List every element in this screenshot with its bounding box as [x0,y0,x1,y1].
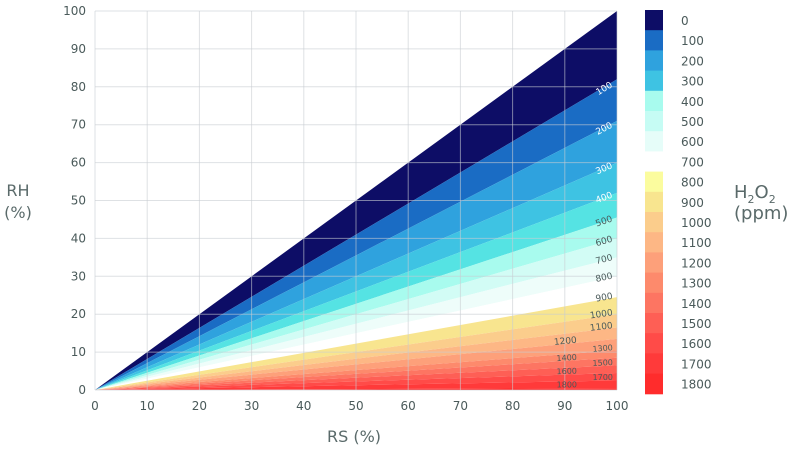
y-tick-label: 0 [78,383,86,397]
x-tick-label: 30 [244,399,259,413]
contour-band [95,162,617,390]
colorbar-swatch [645,50,663,72]
y-tick-label: 30 [71,269,86,283]
colorbar-level-label: 900 [681,196,704,210]
colorbar-level-label: 1000 [681,216,712,230]
colorbar-title: H2O2 [734,182,776,206]
y-axis-label-line2: (%) [4,203,32,222]
contour-label: 1700 [593,373,614,382]
x-tick-label: 20 [192,399,207,413]
contour-label: 1100 [589,321,613,334]
contour-label: 1200 [554,336,578,348]
y-tick-label: 40 [71,231,86,245]
contour-label: 700 [595,253,614,267]
colorbar-level-label: 1700 [681,357,712,371]
colorbar-level-label: 400 [681,95,704,109]
contour-label: 900 [595,292,614,305]
x-tick-label: 0 [91,399,99,413]
x-tick-label: 40 [296,399,311,413]
colorbar-title-sub2: 2 [769,193,776,206]
colorbar-swatch [645,212,663,233]
contour-label: 1400 [556,353,577,363]
colorbar-swatch [645,191,663,213]
colorbar-swatch [645,111,663,132]
colorbar-level-label: 1800 [681,378,712,392]
colorbar-swatch [645,171,663,193]
colorbar-level-label: 100 [681,34,704,48]
x-tick-label: 50 [348,399,363,413]
colorbar-level-label: 800 [681,176,704,190]
contour-label: 1600 [556,367,577,377]
colorbar-swatch [645,313,663,334]
colorbar-swatch [645,10,663,31]
colorbar-level-label: 700 [681,155,704,169]
colorbar-level-label: 1500 [681,317,712,331]
y-tick-label: 80 [71,80,86,94]
colorbar-swatch [645,333,663,354]
contour-label: 1300 [592,343,613,354]
x-axis-ticks: 0 10 20 30 40 50 60 70 80 90 100 [91,399,628,413]
colorbar-swatch [645,131,663,152]
contour-label: 1800 [557,380,577,389]
y-axis-label-line1: RH [6,181,29,200]
colorbar-title-sub1: 2 [748,193,755,206]
contour-band [95,192,617,390]
colorbar-level-label: 1400 [681,297,712,311]
x-tick-label: 70 [453,399,468,413]
colorbar-swatch [645,272,663,294]
colorbar-level-label: 200 [681,54,704,68]
y-tick-label: 10 [71,345,86,359]
contour-label: 800 [595,271,614,284]
colorbar-swatch [645,292,663,314]
y-tick-label: 20 [71,307,86,321]
colorbar-title-h: H [734,182,748,203]
x-axis-label: RS (%) [327,427,381,446]
contour-band [95,327,617,390]
y-axis-ticks: 0 10 20 30 40 50 60 70 80 90 100 [63,4,86,397]
x-tick-label: 10 [140,399,155,413]
colorbar-swatch [645,151,663,173]
colorbar-level-label: 1600 [681,337,712,351]
colorbar-swatch [645,30,663,51]
colorbar: 0 100 200 300 400 500 600 700 800 900 1000 1100 1200… [645,10,712,395]
y-tick-label: 90 [71,42,86,56]
colorbar-level-label: 1300 [681,277,712,291]
colorbar-swatch [645,252,663,274]
x-tick-label: 100 [606,399,629,413]
colorbar-level-label: 600 [681,135,704,149]
contour-label: 600 [595,235,615,249]
colorbar-swatch [645,353,663,375]
colorbar-level-label: 300 [681,75,704,89]
colorbar-title-o: O [755,182,769,203]
colorbar-unit: (ppm) [734,203,788,224]
y-tick-label: 50 [71,194,86,208]
x-tick-label: 60 [401,399,416,413]
contour-band [95,350,617,390]
colorbar-level-label: 0 [681,14,689,28]
grid-lines [94,10,618,391]
x-tick-label: 80 [505,399,520,413]
colorbar-swatch [645,373,663,395]
colorbar-swatch [645,70,663,92]
y-tick-label: 70 [71,118,86,132]
contour-label: 1000 [589,308,613,321]
y-tick-label: 100 [63,4,86,18]
colorbar-swatch [645,90,663,112]
colorbar-level-label: 1100 [681,236,712,250]
y-tick-label: 60 [71,156,86,170]
colorbar-level-label: 1200 [681,256,712,270]
colorbar-swatch [645,232,663,253]
contour-label: 1500 [592,358,613,368]
colorbar-level-label: 500 [681,115,704,129]
x-tick-label: 90 [557,399,572,413]
contour-band [95,257,617,390]
